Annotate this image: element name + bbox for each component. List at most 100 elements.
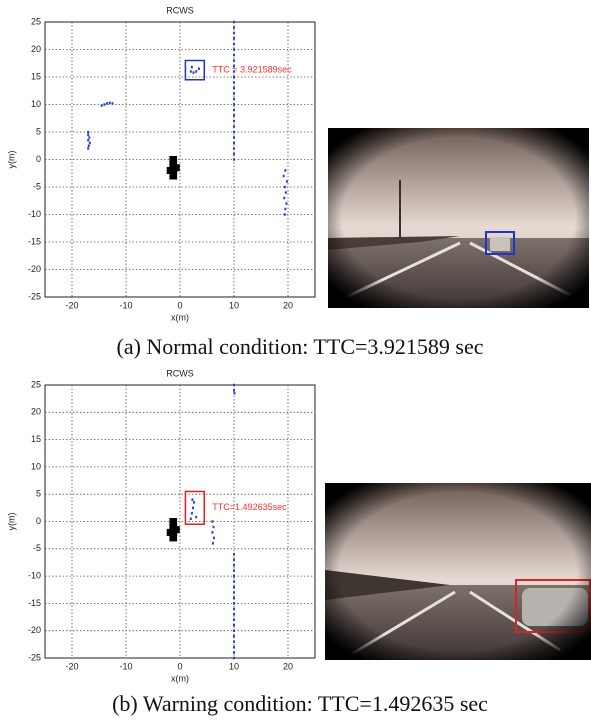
ttc-annotation: TTC = 3.921589sec — [212, 65, 292, 75]
scatter-point — [175, 526, 180, 533]
scatter-point — [211, 520, 213, 523]
target-box — [185, 61, 204, 80]
scatter-point — [233, 158, 235, 161]
scatter-point — [211, 531, 213, 534]
scatter-point — [233, 569, 235, 572]
scatter-point — [191, 512, 193, 515]
scatter-point — [175, 164, 180, 171]
scatter-point — [233, 613, 235, 616]
scatter-point — [233, 580, 235, 583]
y-tick-label: 20 — [31, 44, 41, 54]
scatter-point — [195, 70, 197, 73]
scatter-point — [233, 59, 235, 62]
x-tick-label: -10 — [119, 300, 132, 310]
x-axis-label: x(m) — [171, 673, 189, 683]
scatter-point — [233, 384, 235, 387]
scatter-point — [212, 526, 214, 529]
scatter-point — [233, 619, 235, 622]
scatter-point — [285, 191, 287, 194]
caption: (a) Normal condition: TTC=3.921589 sec — [117, 334, 484, 359]
scatter-point — [190, 70, 192, 73]
y-tick-label: -10 — [28, 570, 41, 580]
scatter-point — [233, 103, 235, 106]
y-tick-label: 20 — [31, 407, 41, 417]
chart-title: RCWS — [166, 368, 194, 378]
scatter-point — [234, 392, 236, 395]
scatter-point — [172, 156, 177, 163]
x-tick-label: -20 — [65, 300, 78, 310]
x-tick-label: 10 — [229, 300, 239, 310]
scatter-point — [233, 136, 235, 139]
scatter-point — [233, 586, 235, 589]
scatter-point — [284, 213, 286, 216]
scatter-point — [233, 657, 235, 660]
y-tick-label: 10 — [31, 99, 41, 109]
scatter-point — [213, 537, 215, 540]
scatter-point — [233, 153, 235, 156]
y-tick-label: -25 — [28, 291, 41, 301]
scatter-point — [233, 120, 235, 123]
scatter-point — [233, 608, 235, 611]
scatter-point — [233, 114, 235, 117]
scatter-point — [109, 102, 111, 105]
scatter-point — [233, 43, 235, 46]
y-tick-label: -15 — [28, 236, 41, 246]
scatter-point — [88, 145, 90, 148]
y-tick-label: 15 — [31, 434, 41, 444]
ttc-annotation: TTC=1.492635sec — [212, 502, 287, 512]
scatter-point — [233, 389, 235, 392]
scatter-point — [233, 646, 235, 649]
scatter-point — [233, 37, 235, 40]
y-tick-label: 0 — [36, 154, 41, 164]
x-tick-label: -20 — [65, 661, 78, 671]
x-tick-label: 20 — [283, 300, 293, 310]
scatter-point — [89, 142, 91, 145]
scatter-point — [233, 558, 235, 561]
y-tick-label: 5 — [36, 489, 41, 499]
scatter-point — [191, 66, 193, 69]
y-tick-label: -25 — [28, 652, 41, 662]
scatter-point — [233, 640, 235, 643]
scatter-point — [233, 125, 235, 128]
scatter-point — [233, 131, 235, 134]
x-axis-label: x(m) — [171, 312, 189, 322]
scatter-point — [283, 197, 285, 200]
x-tick-label: 10 — [229, 661, 239, 671]
y-tick-label: -5 — [33, 181, 41, 191]
scatter-point — [193, 501, 195, 504]
scatter-point — [233, 624, 235, 627]
scatter-point — [233, 109, 235, 112]
scatter-point — [284, 169, 286, 172]
y-axis-label: y(m) — [6, 513, 16, 531]
scatter-point — [172, 518, 177, 525]
y-tick-label: -5 — [33, 543, 41, 553]
y-tick-label: 25 — [31, 379, 41, 389]
figure: RCWS x(m) y(m) (a) Normal condition: TTC=3.… — [0, 0, 591, 722]
scatter-point — [233, 92, 235, 95]
y-tick-label: -20 — [28, 625, 41, 635]
scatter-point — [101, 104, 103, 107]
scatter-point — [233, 48, 235, 51]
y-tick-label: 0 — [36, 516, 41, 526]
scatter-point — [284, 208, 286, 211]
target-box — [185, 491, 204, 524]
scatter-point — [233, 81, 235, 84]
scatter-point — [233, 21, 235, 24]
y-tick-label: 15 — [31, 71, 41, 81]
x-tick-label: 0 — [177, 300, 182, 310]
scatter-point — [87, 131, 89, 134]
scatter-point — [198, 68, 200, 71]
scatter-point — [190, 518, 192, 521]
scatter-point — [284, 186, 286, 189]
scatter-point — [233, 597, 235, 600]
scatter-point — [193, 71, 195, 74]
scatter-point — [233, 651, 235, 654]
scatter-point — [167, 167, 172, 174]
scatter-point — [233, 629, 235, 632]
scatter-point — [233, 635, 235, 638]
scatter-point — [112, 102, 114, 105]
scatter-point — [87, 147, 89, 150]
y-tick-label: -15 — [28, 598, 41, 608]
scatter-point — [212, 542, 214, 545]
scatter-point — [195, 516, 197, 519]
